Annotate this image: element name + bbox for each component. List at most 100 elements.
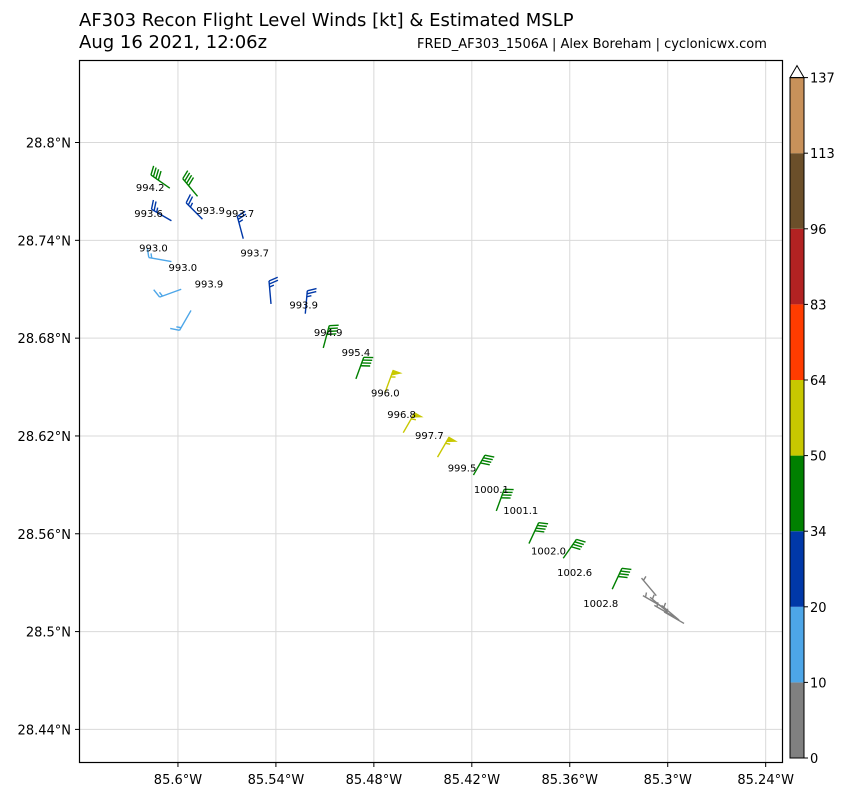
- wind-barb: [146, 248, 172, 263]
- barb-half-feather: [445, 442, 451, 445]
- y-tick-label: 28.56°N: [18, 528, 71, 543]
- colorbar-extend-arrow: [789, 64, 805, 79]
- barb-feather: [572, 543, 583, 548]
- colorbar-segment: [790, 455, 804, 532]
- mslp-label: 994.2: [136, 183, 165, 194]
- barb-staff: [653, 604, 675, 618]
- colorbar-segment: [790, 380, 804, 456]
- mslp-label: 993.9: [196, 206, 225, 217]
- wind-barb: [153, 288, 182, 298]
- barb-staff: [495, 489, 505, 512]
- mslp-label: 993.9: [289, 301, 318, 312]
- barb-feather: [152, 167, 157, 177]
- barb-staff: [150, 174, 171, 189]
- mslp-label: 999.5: [448, 464, 477, 475]
- wind-barb: [562, 538, 586, 559]
- barb-feather: [307, 287, 317, 292]
- wind-barb: [663, 608, 685, 625]
- barb-feather: [155, 169, 160, 179]
- barb-feather: [619, 573, 629, 576]
- mslp-label: 997.7: [415, 431, 444, 442]
- mslp-label: 1002.0: [531, 547, 566, 558]
- wind-barb: [402, 412, 424, 434]
- barb-feather: [170, 327, 180, 332]
- wind-barb: [182, 170, 199, 197]
- barb-half-feather: [158, 291, 163, 297]
- wind-barb: [150, 165, 171, 189]
- barb-half-feather: [644, 592, 648, 598]
- barb-half-feather: [651, 594, 655, 600]
- wind-barb: [384, 369, 403, 393]
- barb-feather: [574, 541, 585, 546]
- mslp-label: 993.7: [226, 209, 255, 220]
- barb-feather: [484, 454, 495, 458]
- mslp-label: 996.8: [387, 410, 416, 421]
- barb-half-feather: [306, 294, 312, 298]
- barb-feather: [328, 327, 338, 330]
- barb-staff: [640, 577, 657, 597]
- wind-barb: [640, 575, 657, 597]
- barb-half-feather: [156, 207, 159, 213]
- barb-flag: [411, 412, 424, 418]
- mslp-label: 993.7: [240, 248, 269, 259]
- barb-feather: [483, 457, 493, 461]
- colorbar-label: 34: [810, 525, 827, 540]
- barb-feather: [184, 172, 191, 182]
- barb-staff: [649, 596, 669, 613]
- colorbar-frame: [789, 77, 805, 759]
- barb-staff: [159, 288, 182, 298]
- barb-feather: [571, 546, 581, 551]
- barb-staff: [185, 202, 203, 220]
- barb-feather: [153, 201, 157, 211]
- barb-feather: [236, 210, 246, 218]
- colorbar-segment: [790, 77, 804, 154]
- barb-staff: [151, 208, 172, 222]
- barb-feather: [153, 289, 161, 298]
- wind-barb: [653, 602, 675, 618]
- barb-half-feather: [150, 253, 153, 259]
- barb-half-feather: [642, 575, 647, 581]
- colorbar-label: 20: [810, 601, 827, 616]
- barb-staff: [611, 568, 623, 590]
- mslp-label: 1002.8: [583, 599, 618, 610]
- mslp-label: 993.0: [169, 263, 198, 274]
- barb-staff: [355, 357, 365, 380]
- x-tick-label: 85.3°W: [644, 773, 692, 788]
- mslp-label: 1001.1: [503, 506, 538, 517]
- y-tick-label: 28.62°N: [18, 430, 71, 445]
- colorbar-label: 50: [810, 450, 827, 465]
- barb-feather: [538, 522, 549, 525]
- barb-staff: [236, 216, 244, 239]
- y-tick-label: 28.8°N: [26, 137, 71, 152]
- x-tick-label: 85.42°W: [444, 773, 501, 788]
- barb-feather: [534, 530, 545, 533]
- barb-staff: [528, 522, 540, 544]
- wind-barbs: [146, 165, 685, 625]
- barb-feather: [187, 196, 194, 206]
- barb-feather: [537, 524, 547, 528]
- chart-title: AF303 Recon Flight Level Winds [kt] & Es…: [79, 10, 574, 31]
- barb-feather: [157, 170, 162, 181]
- barb-feather: [620, 570, 631, 573]
- gridlines: [80, 61, 782, 762]
- colorbar-label: 83: [810, 298, 827, 313]
- barb-feather: [268, 276, 278, 282]
- barb-staff: [562, 538, 578, 559]
- barb-feather: [576, 538, 586, 543]
- colorbar-label: 137: [810, 72, 835, 87]
- chart-credit: FRED_AF303_1506A | Alex Boreham | cyclon…: [417, 37, 767, 52]
- barb-feather: [618, 575, 628, 579]
- colorbar-label: 64: [810, 374, 827, 389]
- barb-staff: [663, 611, 685, 625]
- barb-feather: [326, 333, 337, 336]
- colorbar-label: 113: [810, 147, 835, 162]
- barb-staff: [178, 310, 192, 331]
- mslp-label: 994.9: [314, 328, 343, 339]
- y-tick-label: 28.5°N: [26, 626, 71, 641]
- barb-staff: [472, 454, 486, 476]
- y-tick-label: 28.74°N: [18, 234, 71, 249]
- barb-feather: [536, 527, 546, 530]
- barb-feather: [481, 459, 492, 463]
